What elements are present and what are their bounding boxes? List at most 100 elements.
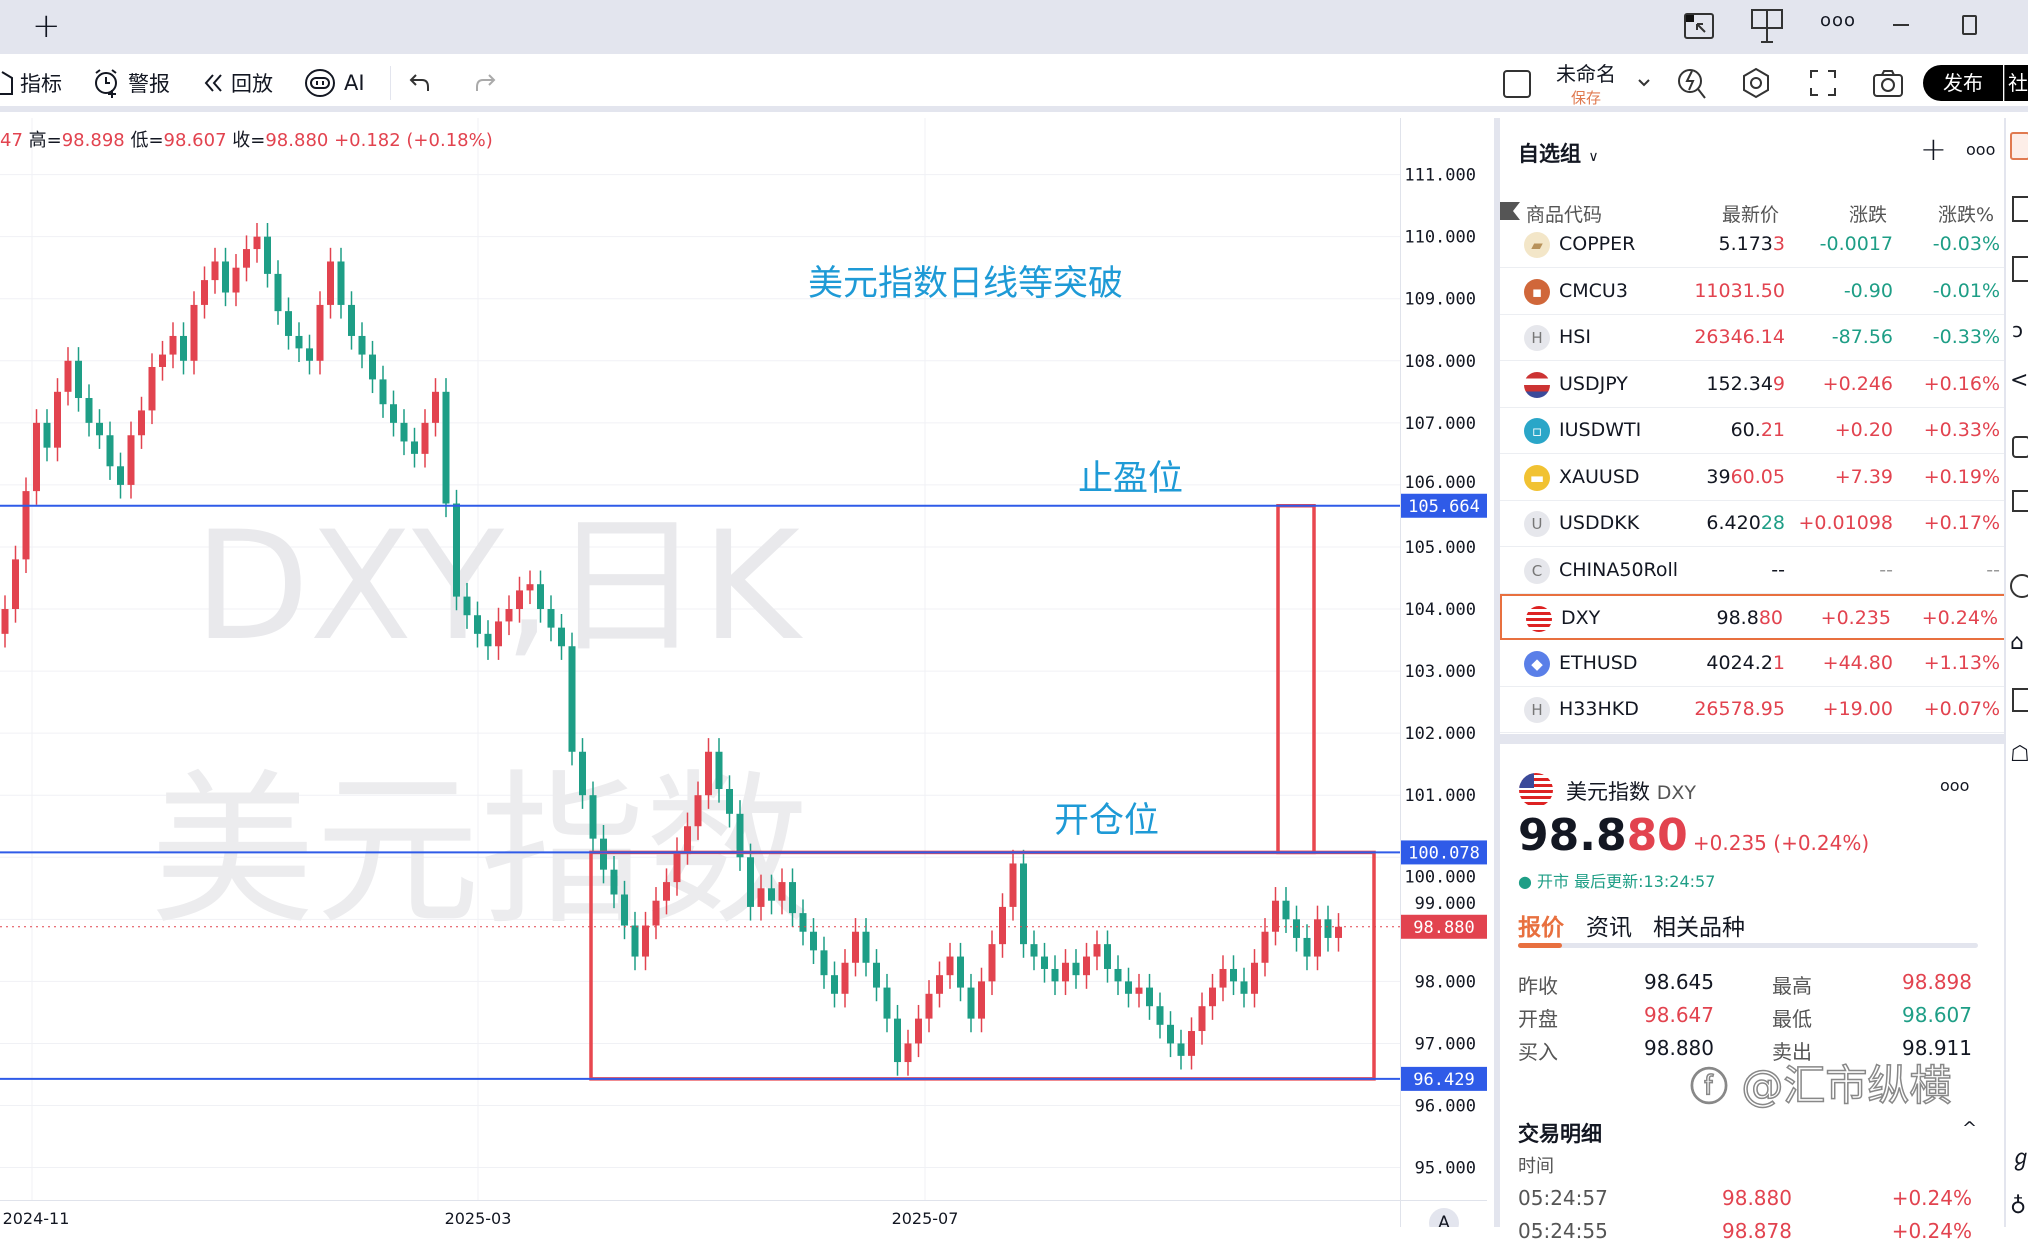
row-change: +0.235 <box>1820 607 1891 629</box>
calendar-icon[interactable] <box>2012 436 2028 458</box>
candle-body <box>558 627 565 647</box>
flag-icon[interactable] <box>1500 202 1520 220</box>
watchlist-row-dxy[interactable]: DXY 98.880 +0.235 +0.24% <box>1500 594 2010 640</box>
settings-icon[interactable] <box>1740 67 1772 99</box>
row-price: 4024.21 <box>1706 652 1785 674</box>
candle-body <box>379 379 387 405</box>
candle <box>369 340 376 394</box>
maximize-icon[interactable] <box>1962 15 1977 35</box>
target-box <box>1276 504 1316 855</box>
watchlist-row-h33hkd[interactable]: H H33HKD 26578.95 +19.00 +0.07% <box>1500 687 2010 733</box>
more-icon[interactable]: ooo <box>1820 10 1857 31</box>
us-jp-flag-icon <box>1524 371 1550 398</box>
share-icon[interactable]: < <box>2010 368 2028 393</box>
watchlist-row-cmcu3[interactable]: ▪ CMCU3 11031.50 -0.90 -0.01% <box>1500 269 2010 315</box>
column-header-change-pct[interactable]: 涨跌% <box>1937 204 1994 226</box>
chevron-down-icon[interactable] <box>1637 78 1651 88</box>
tab-news[interactable]: 资讯 <box>1586 915 1632 941</box>
layout-select-button[interactable] <box>1503 70 1531 98</box>
tab-related[interactable]: 相关品种 <box>1653 915 1745 941</box>
watchlist-row-xauusd[interactable]: ▬ XAUUSD 3960.05 +7.39 +0.19% <box>1500 455 2010 501</box>
candle-body <box>841 962 849 994</box>
weibo-logo-icon: ⓕ <box>1689 1064 1729 1110</box>
candle-body <box>285 311 292 336</box>
watchlist-icon[interactable] <box>2010 132 2028 160</box>
community-button[interactable]: 社 <box>2004 65 2028 101</box>
candle <box>285 297 292 350</box>
column-header-change[interactable]: 涨跌 <box>1848 204 1887 226</box>
detail-name-text: 美元指数 <box>1566 780 1650 804</box>
watchlist-row-china50roll[interactable]: C CHINA50Roll -- -- -- <box>1500 548 2010 594</box>
watchlist-row-iusdwti[interactable]: ▫ IUSDWTI 60.21 +0.20 +0.33% <box>1500 408 2010 454</box>
add-symbol-icon[interactable]: + <box>1920 130 1947 168</box>
y-tick-label: 108.000 <box>1404 352 1476 372</box>
column-header-symbol[interactable]: 商品代码 <box>1526 204 1603 226</box>
detail-more-icon[interactable]: ooo <box>1940 776 1970 795</box>
candle-body <box>673 851 681 883</box>
data-window-icon[interactable] <box>2012 256 2028 282</box>
collapse-icon[interactable]: ^ <box>1962 1118 1978 1139</box>
notifications-icon[interactable]: ♁ <box>2010 1194 2027 1219</box>
help-icon[interactable]: ℊ <box>2010 1146 2028 1171</box>
eye-icon[interactable] <box>2010 574 2028 598</box>
quick-search-icon[interactable] <box>1676 66 1708 100</box>
candle-body <box>1261 931 1269 963</box>
chart-area[interactable]: 111.000 110.000 109.000 108.000 107.000 106.0… <box>0 118 1487 1227</box>
publish-button[interactable]: 发布 <box>1923 65 2003 101</box>
auto-scale-button[interactable]: A <box>1429 1208 1459 1227</box>
notes-icon[interactable] <box>2012 688 2028 712</box>
market-status: ● 开市 最后更新:13:24:57 <box>1518 872 1716 891</box>
new-tab-button[interactable]: + <box>32 6 61 46</box>
candlestick-chart[interactable]: 111.000 110.000 109.000 108.000 107.000 106.0… <box>0 118 1487 1227</box>
candle <box>831 961 838 1008</box>
layout-name-button[interactable]: 未命名 保存 <box>1556 58 1616 108</box>
ai-button[interactable]: AI <box>304 68 365 98</box>
row-price-digits: 28 <box>1760 512 1785 534</box>
candle <box>1324 905 1332 952</box>
candle-body <box>421 422 429 454</box>
alerts-panel-icon[interactable] <box>2012 196 2028 222</box>
candle <box>348 291 355 350</box>
row-symbol: DXY <box>1561 607 1601 629</box>
row-change: +7.39 <box>1834 465 1893 488</box>
alerts-button[interactable]: 警报 <box>92 68 170 98</box>
more-icon[interactable]: ooo <box>1966 140 1996 159</box>
stat-value: 98.607 <box>1902 1003 1972 1027</box>
watchlist-row-ethusd[interactable]: ◆ ETHUSD 4024.21 +44.80 +1.13% <box>1500 641 2010 687</box>
replay-button[interactable]: 回放 <box>203 68 273 98</box>
watchlist-group-select[interactable]: 自选组 ∨ <box>1518 138 1599 168</box>
minimize-icon[interactable] <box>1893 24 1909 26</box>
candle <box>715 738 723 803</box>
watchlist-row-hsi[interactable]: H HSI 26346.14 -87.56 -0.33% <box>1500 315 2010 361</box>
redo-icon[interactable] <box>473 71 497 95</box>
candle-body <box>862 931 870 963</box>
candle <box>894 1004 901 1076</box>
candle <box>474 601 481 648</box>
candle <box>1167 1011 1174 1058</box>
watchlist-row-usddkk[interactable]: U USDDKK 6.42028 +0.01098 +0.17% <box>1500 501 2010 547</box>
column-header-price[interactable]: 最新价 <box>1721 204 1779 226</box>
price-tag <box>1401 1066 1487 1091</box>
chat-icon[interactable] <box>2012 490 2028 512</box>
undo-icon[interactable] <box>408 71 432 95</box>
camera-icon[interactable] <box>1872 68 1904 98</box>
watchlist-row-copper[interactable]: ▰ COPPER 5.1733 -0.0017 -0.03% <box>1500 222 2010 268</box>
save-label[interactable]: 保存 <box>1570 89 1601 107</box>
candle <box>1198 992 1206 1045</box>
indicators-button[interactable]: 指标 <box>0 68 62 98</box>
watchlist-row-usdjpy[interactable]: USDJPY 152.349 +0.246 +0.16% <box>1500 362 2010 408</box>
candle-body <box>43 422 51 448</box>
picture-in-picture-icon[interactable] <box>1683 12 1715 40</box>
tab-quote[interactable]: 报价 <box>1518 915 1564 941</box>
ideas-icon[interactable]: ☖ <box>2010 742 2028 767</box>
rocket-icon[interactable]: ⌂ <box>2010 630 2024 655</box>
candle <box>54 378 61 462</box>
candle <box>736 800 744 871</box>
hotlist-icon[interactable]: ↄ <box>2012 318 2023 342</box>
x-tick-label: 2025-03 <box>445 1209 512 1227</box>
layout-icon[interactable] <box>1750 8 1784 44</box>
price-tag-label: 96.429 <box>1413 1070 1474 1090</box>
candle <box>180 322 187 375</box>
fullscreen-icon[interactable] <box>1809 69 1837 97</box>
row-symbol: USDDKK <box>1559 512 1640 534</box>
